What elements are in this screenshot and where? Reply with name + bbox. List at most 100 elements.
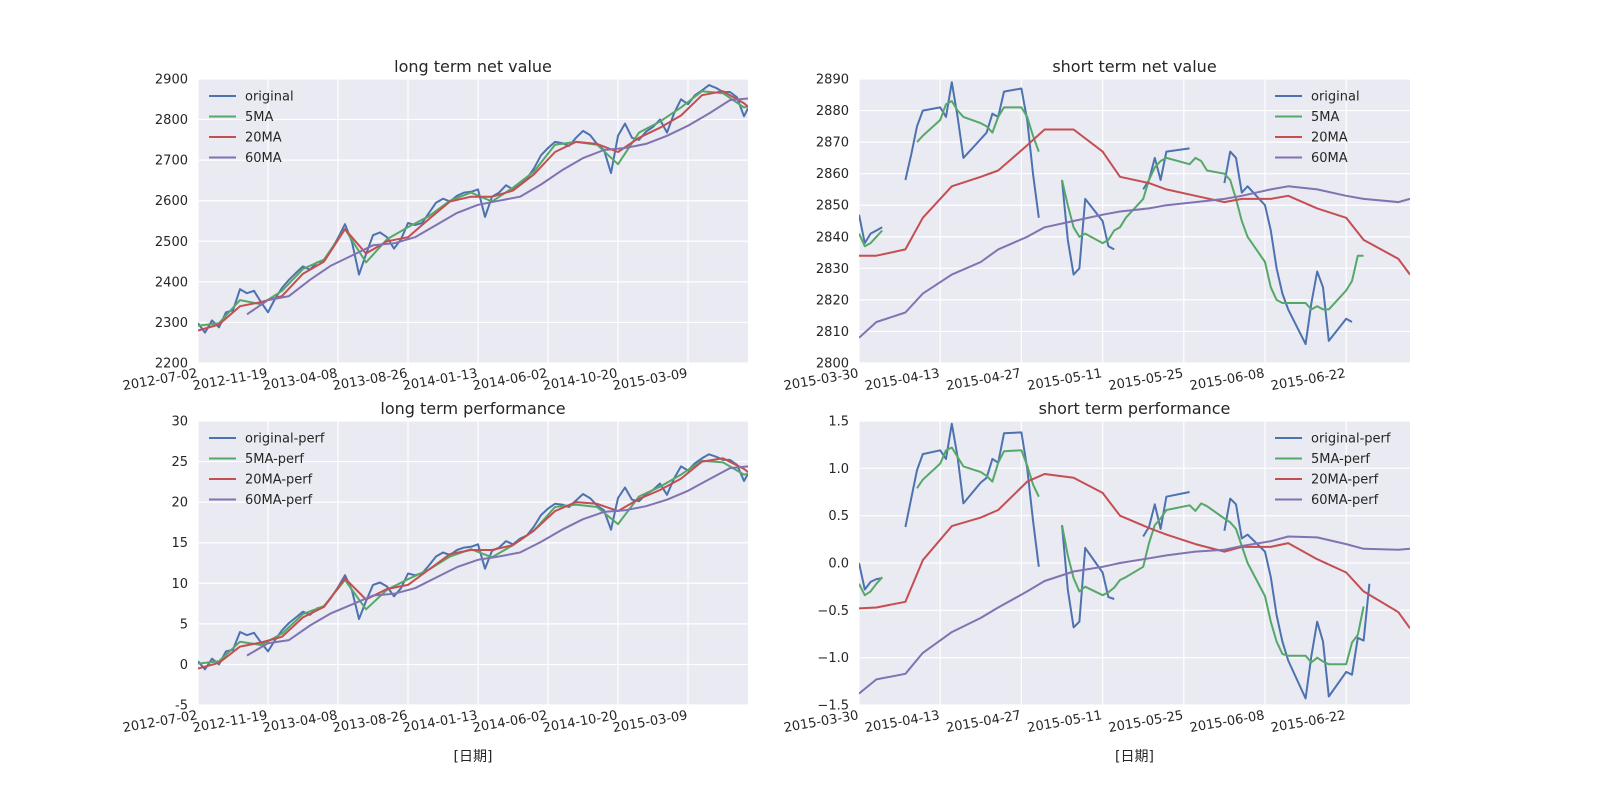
series-line-60ma-perf — [859, 535, 1410, 695]
x-tick-label: 2012-07-02 — [122, 708, 199, 736]
x-tick-label: 2013-04-08 — [262, 366, 339, 394]
x-tick-label: 2015-04-13 — [864, 366, 941, 394]
x-tick-label: 2015-06-08 — [1189, 708, 1266, 736]
legend-label: 60MA — [1311, 151, 1348, 166]
legend-label: 60MA-perf — [245, 493, 313, 508]
y-tick-label: 2870 — [816, 136, 849, 151]
y-tick-label: −1.5 — [817, 699, 849, 714]
y-tick-label: −0.5 — [817, 604, 849, 619]
legend-label: 5MA-perf — [1311, 452, 1370, 467]
series-line-20ma — [859, 128, 1410, 276]
plot-area — [198, 421, 748, 705]
y-tick-label: 2900 — [155, 73, 188, 88]
x-tick-label: 2014-10-20 — [542, 366, 619, 394]
x-tick-label: 2015-05-25 — [1107, 366, 1184, 394]
x-tick-label: 2015-04-27 — [945, 366, 1022, 394]
y-tick-label: 0 — [180, 658, 188, 673]
series-group — [859, 81, 1410, 346]
series-line-5ma-perf — [859, 446, 1365, 666]
x-tick-label: 2015-06-22 — [1270, 708, 1347, 736]
legend-label: 20MA-perf — [1311, 473, 1379, 488]
panel-long-net: 220023002400250026002700280029002012-07-… — [122, 57, 748, 394]
x-tick-label: 2015-05-11 — [1026, 708, 1103, 736]
y-tick-label: 2300 — [155, 316, 188, 331]
chart-title: long term net value — [394, 57, 552, 76]
series-line-20ma — [198, 90, 748, 332]
legend: original 5MA 20MA 60MA — [209, 90, 294, 166]
x-tick-label: 2015-05-11 — [1026, 366, 1103, 394]
series-line-original-perf — [859, 422, 1371, 700]
chart-title: long term performance — [380, 399, 565, 418]
chart-title: short term net value — [1052, 57, 1216, 76]
series-line-original — [198, 84, 748, 334]
y-tick-label: 2840 — [816, 230, 849, 245]
y-tick-label: 2800 — [816, 357, 849, 372]
x-tick-label: 2014-10-20 — [542, 708, 619, 736]
y-tick-label: 2830 — [816, 262, 849, 277]
y-tick-label: 1.0 — [828, 462, 849, 477]
legend: original-perf 5MA-perf 20MA-perf 60MA-perf — [209, 432, 325, 508]
y-tick-label: 0.0 — [828, 557, 849, 572]
legend-label: 5MA — [1311, 110, 1339, 125]
legend-label: 20MA-perf — [245, 473, 313, 488]
y-tick-label: 2880 — [816, 104, 849, 119]
y-tick-label: 1.5 — [828, 415, 849, 430]
x-tick-label: 2012-11-19 — [192, 366, 269, 394]
x-tick-label: 2014-06-02 — [472, 366, 549, 394]
legend: original 5MA 20MA 60MA — [1275, 90, 1360, 166]
x-tick-label: 2014-01-13 — [402, 708, 479, 736]
y-tick-label: 0.5 — [828, 509, 849, 524]
y-tick-label: 2890 — [816, 73, 849, 88]
legend: original-perf 5MA-perf 20MA-perf 60MA-perf — [1275, 432, 1391, 508]
y-tick-label: 20 — [171, 496, 188, 511]
panel-long-perf: -50510152025302012-07-022012-11-192013-0… — [122, 399, 748, 765]
chart-title: short term performance — [1039, 399, 1231, 418]
legend-label: 5MA-perf — [245, 452, 304, 467]
x-tick-label: 2014-01-13 — [402, 366, 479, 394]
series-line-original-perf — [198, 453, 748, 671]
y-tick-label: 30 — [171, 415, 188, 430]
panel-short-net: 2800 2810 2820 2830 2840 2850 2860 2870 2880 2890… — [783, 57, 1410, 394]
series-line-original — [859, 81, 1353, 346]
y-tick-label: 2810 — [816, 325, 849, 340]
y-tick-label: 5 — [180, 617, 188, 632]
y-tick-label: 2800 — [155, 113, 188, 128]
x-tick-label: 2015-04-27 — [945, 708, 1022, 736]
plot-area — [859, 79, 1410, 363]
y-tick-label: -5 — [175, 699, 188, 714]
series-group — [198, 84, 748, 334]
legend-label: 60MA — [245, 151, 282, 166]
series-line-5ma-perf — [198, 459, 748, 665]
series-line-60ma — [246, 97, 748, 316]
x-tick-label: 2015-03-09 — [612, 708, 689, 736]
legend-label: 20MA — [245, 131, 282, 146]
x-tick-label: 2012-11-19 — [192, 708, 269, 736]
y-tick-label: 2860 — [816, 167, 849, 182]
x-tick-label: 2015-03-09 — [612, 366, 689, 394]
series-line-20ma-perf — [198, 457, 748, 670]
legend-label: 60MA-perf — [1311, 493, 1379, 508]
legend-label: original-perf — [245, 432, 325, 447]
legend-label: original — [1311, 90, 1360, 105]
series-group — [859, 422, 1410, 700]
x-tick-label: 2015-05-25 — [1107, 708, 1184, 736]
legend-label: original-perf — [1311, 432, 1391, 447]
x-tick-label: 2013-08-26 — [332, 366, 409, 394]
legend-label: 5MA — [245, 110, 273, 125]
series-line-5ma — [859, 100, 1364, 311]
y-tick-label: 2820 — [816, 293, 849, 308]
x-axis-label: [日期] — [1115, 749, 1154, 765]
legend-label: original — [245, 90, 294, 105]
y-tick-label: 10 — [171, 577, 188, 592]
y-tick-label: 2200 — [155, 357, 188, 372]
y-tick-label: 2700 — [155, 154, 188, 169]
legend-label: 20MA — [1311, 131, 1348, 146]
y-tick-label: 2500 — [155, 235, 188, 250]
x-tick-label: 2015-04-13 — [864, 708, 941, 736]
x-tick-label: 2013-08-26 — [332, 708, 409, 736]
plot-area — [198, 79, 748, 363]
x-tick-label: 2014-06-02 — [472, 708, 549, 736]
x-tick-label: 2015-06-22 — [1270, 366, 1347, 394]
